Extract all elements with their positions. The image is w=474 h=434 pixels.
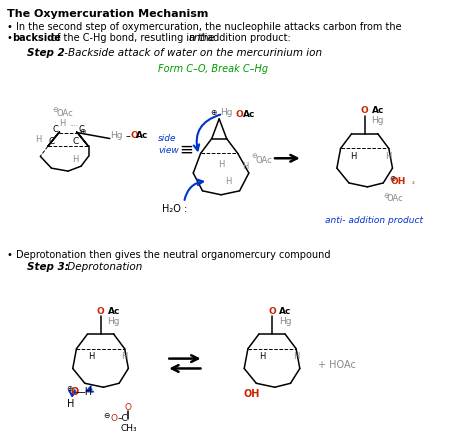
Text: Ac: Ac [136,131,148,140]
Text: addition product:: addition product: [204,33,291,43]
Text: O: O [125,402,132,411]
Text: H: H [218,159,224,168]
Text: –: – [126,130,131,140]
Text: H: H [225,177,232,186]
Text: Hg: Hg [110,131,123,140]
Text: Ac: Ac [280,306,292,315]
Text: H: H [88,352,94,360]
Text: • Deprotonation then gives the neutral organomercury compound: • Deprotonation then gives the neutral o… [7,250,330,260]
Text: ≡: ≡ [179,140,193,158]
Text: Form C–O, Break C–Hg: Form C–O, Break C–Hg [158,63,268,73]
Text: O: O [110,413,117,422]
Text: anti- addition product: anti- addition product [325,215,423,224]
Text: H: H [67,398,74,408]
Text: CH₃: CH₃ [120,423,137,432]
Text: —H: —H [75,386,92,396]
Text: • In the second step of oxymercuration, the nucleophile attacks carbon from the: • In the second step of oxymercuration, … [7,22,401,32]
Polygon shape [48,132,60,147]
Text: Ac: Ac [372,106,384,115]
Text: H: H [35,135,42,144]
Text: ⊕: ⊕ [389,173,396,182]
Text: H: H [121,352,128,360]
Text: -: - [61,48,71,58]
Text: H: H [385,151,392,161]
Text: H: H [260,352,266,360]
Text: ⊖: ⊖ [103,411,109,419]
Text: of the C-Hg bond, resutling in the: of the C-Hg bond, resutling in the [48,33,218,43]
Text: C: C [78,125,84,134]
Text: OAc: OAc [387,194,404,203]
Text: H₂O :: H₂O : [162,203,187,213]
Text: Hg: Hg [372,116,384,125]
Text: H: H [73,155,79,164]
Text: The Oxymercuration Mechanism: The Oxymercuration Mechanism [7,9,209,19]
Text: Step 3:: Step 3: [27,261,69,271]
Text: O: O [71,386,79,396]
Text: O: O [131,131,139,140]
Text: + HOAc: + HOAc [319,359,356,369]
Text: •: • [7,33,13,43]
Text: OAc: OAc [255,155,272,164]
Text: Backside attack of water on the mercurinium ion: Backside attack of water on the mercurin… [68,48,322,58]
Text: OH: OH [391,177,406,186]
Text: OH: OH [244,388,260,398]
Text: O: O [268,306,276,315]
Polygon shape [76,132,89,147]
Text: Hg: Hg [107,316,120,325]
Text: ....: .... [69,121,78,126]
Text: C: C [52,125,58,134]
Text: ⊕: ⊕ [79,127,85,136]
Text: H: H [293,352,299,360]
Text: O: O [361,106,369,115]
Text: Hg: Hg [220,108,233,117]
Text: ⊖: ⊖ [383,192,389,198]
Text: –C: –C [118,413,128,422]
Text: H: H [242,161,248,170]
Text: OAc: OAc [56,109,73,118]
Text: C: C [73,137,79,146]
Text: ⊖: ⊖ [252,153,257,159]
Text: Ac: Ac [243,110,255,119]
Text: Hg: Hg [279,316,291,325]
Text: C: C [48,137,55,146]
Text: anti: anti [189,33,207,43]
Text: Step 2: Step 2 [27,48,65,58]
Text: Deprotonation: Deprotonation [64,261,143,271]
Text: ⊖: ⊖ [52,107,58,113]
Text: Ac: Ac [108,306,120,315]
Text: H: H [59,119,66,128]
Text: O: O [97,306,104,315]
Text: ₂: ₂ [411,178,414,184]
Text: O: O [236,110,244,119]
Text: side
view: side view [158,134,179,154]
Text: ⊕: ⊕ [210,108,217,117]
Text: ⊕: ⊕ [66,383,72,392]
Text: backside: backside [12,33,62,43]
Text: H: H [350,151,357,161]
